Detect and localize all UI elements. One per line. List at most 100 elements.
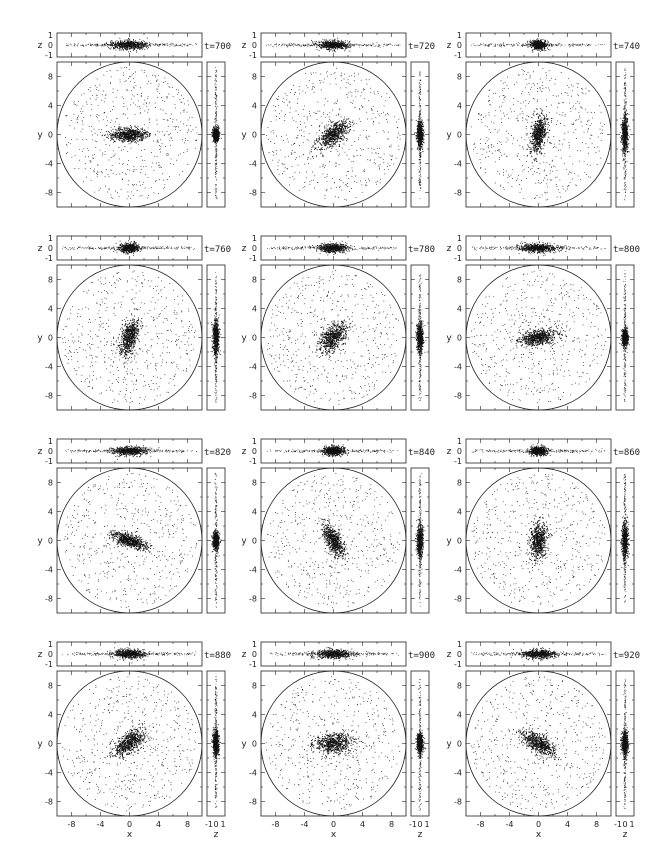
particle xyxy=(215,170,217,172)
particle xyxy=(292,175,294,177)
particle xyxy=(375,44,377,46)
particle xyxy=(286,167,288,169)
particle xyxy=(155,80,157,82)
particle xyxy=(369,44,371,46)
particle xyxy=(359,134,361,136)
particle xyxy=(342,132,344,134)
particle xyxy=(355,196,357,198)
particle xyxy=(216,139,218,141)
particle xyxy=(215,110,217,112)
z-tick-label: -1 xyxy=(249,51,257,60)
particle xyxy=(334,71,336,73)
particle xyxy=(112,88,114,90)
particle xyxy=(153,43,155,45)
particle xyxy=(137,46,139,48)
particle xyxy=(119,173,121,175)
particle xyxy=(96,141,98,143)
particle xyxy=(344,73,346,75)
particle xyxy=(81,119,83,121)
particle xyxy=(351,46,353,47)
particle xyxy=(289,44,291,46)
particle xyxy=(313,179,315,181)
particle xyxy=(151,74,153,76)
particle xyxy=(332,109,334,111)
particle xyxy=(420,171,422,173)
particle xyxy=(317,101,319,103)
particle xyxy=(108,132,110,134)
particle xyxy=(131,43,133,45)
particle xyxy=(218,126,220,128)
particle xyxy=(104,134,106,136)
particle xyxy=(309,183,311,185)
particle xyxy=(297,45,299,46)
particle xyxy=(165,113,167,115)
particle xyxy=(359,118,360,120)
particle xyxy=(215,79,217,81)
particle xyxy=(308,80,310,82)
particle xyxy=(124,67,126,69)
particle xyxy=(215,150,217,152)
particle xyxy=(275,110,276,112)
particle xyxy=(163,100,165,102)
particle xyxy=(215,173,217,175)
particle xyxy=(288,141,290,143)
time-value: 720 xyxy=(419,42,435,52)
particle xyxy=(98,45,100,46)
particle xyxy=(419,108,421,110)
particle xyxy=(301,46,302,47)
particle xyxy=(216,132,218,134)
particle xyxy=(304,182,306,183)
particle xyxy=(353,130,355,132)
particle xyxy=(118,126,120,128)
particle xyxy=(143,138,145,140)
particle xyxy=(104,185,106,187)
particle xyxy=(335,115,337,117)
particle xyxy=(158,141,159,143)
particle xyxy=(363,88,365,90)
particle xyxy=(65,143,67,145)
particle xyxy=(356,150,358,151)
particle xyxy=(352,100,354,102)
particle xyxy=(356,123,358,125)
particle xyxy=(170,44,172,46)
particle xyxy=(338,154,340,156)
particle xyxy=(297,164,299,166)
particle xyxy=(96,86,98,88)
particle xyxy=(169,176,171,178)
particle xyxy=(102,119,104,121)
particle xyxy=(143,43,145,45)
particle xyxy=(214,82,216,84)
particle xyxy=(306,116,308,118)
particle xyxy=(278,45,280,47)
particle xyxy=(420,181,421,182)
particle xyxy=(186,111,188,113)
particle xyxy=(158,145,160,146)
particle xyxy=(367,44,369,45)
particle xyxy=(112,173,114,175)
particle xyxy=(289,184,291,186)
particle xyxy=(379,115,381,117)
particle xyxy=(215,70,217,71)
particle xyxy=(305,44,306,45)
time-prefix: t= xyxy=(204,42,215,52)
particle xyxy=(139,41,141,43)
particle xyxy=(182,43,184,45)
particle xyxy=(340,124,343,126)
particle xyxy=(311,88,313,90)
particle xyxy=(172,95,174,97)
particle xyxy=(215,147,217,149)
particle xyxy=(101,99,103,101)
particle xyxy=(277,161,279,163)
particle xyxy=(355,89,357,91)
particle xyxy=(327,75,328,77)
particle xyxy=(217,130,219,132)
particle xyxy=(117,128,119,130)
particle xyxy=(214,154,216,156)
particle xyxy=(137,141,139,143)
particle xyxy=(139,47,141,49)
particle xyxy=(157,74,159,76)
particle xyxy=(419,103,421,105)
particle xyxy=(130,40,131,42)
particle xyxy=(215,142,217,144)
